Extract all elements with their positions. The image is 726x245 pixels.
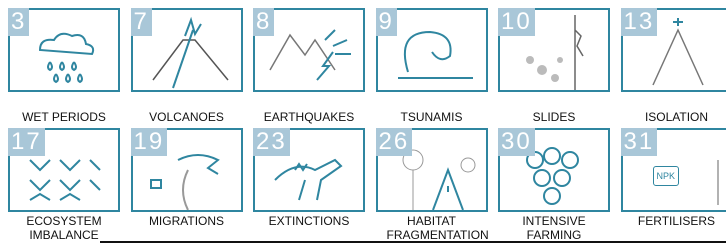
- page: (() => { const data = JSON.parse(documen…: [0, 0, 726, 245]
- card-label: WET PERIODS: [3, 110, 125, 124]
- hazard-card: 3: [8, 8, 120, 92]
- card-number: 13: [621, 8, 658, 36]
- icon-text: NPK: [653, 166, 680, 186]
- card-number: 9: [376, 8, 397, 36]
- hazard-card: 13: [621, 8, 726, 92]
- hazard-card: 10: [498, 8, 610, 92]
- card-label: EARTHQUAKES: [248, 110, 370, 124]
- card-number: 26: [376, 128, 413, 156]
- card-number: 8: [253, 8, 274, 36]
- card-label: HABITAT FRAGMENTATION: [387, 214, 477, 242]
- card-number: 23: [253, 128, 290, 156]
- hazard-card: 26: [376, 128, 488, 212]
- hazard-card: 8: [253, 8, 365, 92]
- card-number: 7: [131, 8, 152, 36]
- card-label: INTENSIVE FARMING: [509, 214, 599, 242]
- hazard-card: 9: [376, 8, 488, 92]
- hazard-card: 17: [8, 128, 120, 212]
- card-number: 10: [498, 8, 535, 36]
- hazard-card: 7: [131, 8, 243, 92]
- card-label: ISOLATION: [616, 110, 726, 124]
- card-number: 30: [498, 128, 535, 156]
- hazard-card: 30: [498, 128, 610, 212]
- card-number: 31: [621, 128, 658, 156]
- card-label: ECOSYSTEM IMBALANCE: [19, 214, 109, 242]
- card-number: 19: [131, 128, 168, 156]
- card-number: 17: [8, 128, 45, 156]
- card-label: VOLCANOES: [126, 110, 248, 124]
- card-label: TSUNAMIS: [371, 110, 493, 124]
- hazard-card: 19: [131, 128, 243, 212]
- card-label: SLIDES: [493, 110, 615, 124]
- hazard-card: 23: [253, 128, 365, 212]
- card-label: MIGRATIONS: [142, 214, 232, 228]
- hazard-card: 31 NPK: [621, 128, 726, 212]
- card-label: EXTINCTIONS: [264, 214, 354, 228]
- card-number: 3: [8, 8, 29, 36]
- card-label: FERTILISERS: [632, 214, 722, 228]
